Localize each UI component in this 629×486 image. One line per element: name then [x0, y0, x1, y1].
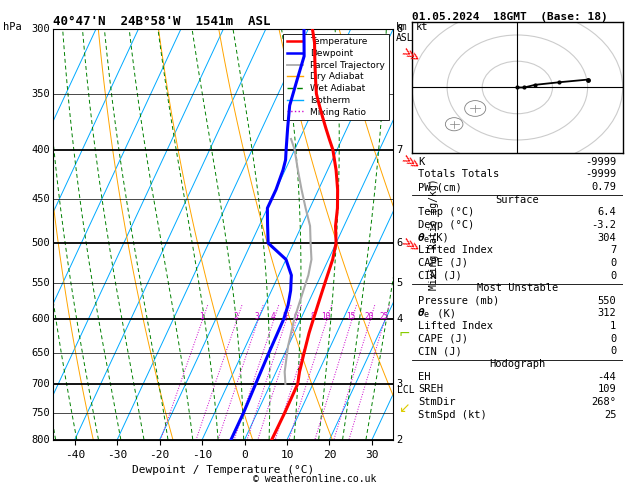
Text: e: e — [423, 311, 428, 319]
Text: -44: -44 — [598, 372, 616, 382]
Text: 700: 700 — [31, 379, 50, 389]
Text: CIN (J): CIN (J) — [418, 347, 462, 356]
Text: 3: 3 — [396, 379, 403, 389]
Text: -9999: -9999 — [585, 157, 616, 167]
Text: Dewp (°C): Dewp (°C) — [418, 220, 474, 230]
Text: ⋙: ⋙ — [398, 46, 420, 66]
Text: θ: θ — [418, 309, 425, 318]
Text: 0: 0 — [610, 271, 616, 280]
Text: Hodograph: Hodograph — [489, 359, 545, 369]
Text: SREH: SREH — [418, 384, 443, 394]
Text: Pressure (mb): Pressure (mb) — [418, 296, 499, 306]
Text: e: e — [423, 235, 428, 243]
Text: 15: 15 — [347, 312, 355, 321]
Text: 3: 3 — [255, 312, 260, 321]
Text: 6: 6 — [396, 238, 403, 248]
Text: ⋙: ⋙ — [398, 235, 420, 256]
Text: hPa: hPa — [3, 22, 22, 32]
Text: 0: 0 — [610, 258, 616, 268]
Text: 550: 550 — [31, 278, 50, 288]
Text: Mixing Ratio (g/kg): Mixing Ratio (g/kg) — [429, 179, 439, 290]
Text: PW (cm): PW (cm) — [418, 182, 462, 192]
Text: -9999: -9999 — [585, 170, 616, 179]
Text: 450: 450 — [31, 194, 50, 204]
X-axis label: Dewpoint / Temperature (°C): Dewpoint / Temperature (°C) — [132, 465, 314, 475]
Text: 2: 2 — [233, 312, 238, 321]
Text: 01.05.2024  18GMT  (Base: 18): 01.05.2024 18GMT (Base: 18) — [412, 12, 608, 22]
Text: 300: 300 — [31, 24, 50, 34]
Text: Totals Totals: Totals Totals — [418, 170, 499, 179]
Text: 800: 800 — [31, 435, 50, 445]
Text: © weatheronline.co.uk: © weatheronline.co.uk — [253, 473, 376, 484]
Text: CIN (J): CIN (J) — [418, 271, 462, 280]
Text: Most Unstable: Most Unstable — [477, 283, 558, 293]
Text: 25: 25 — [604, 410, 616, 419]
Text: ⌐: ⌐ — [398, 326, 409, 340]
Text: 0: 0 — [610, 347, 616, 356]
Text: Temp (°C): Temp (°C) — [418, 208, 474, 217]
Text: Lifted Index: Lifted Index — [418, 321, 493, 331]
Text: 6.4: 6.4 — [598, 208, 616, 217]
Text: 2: 2 — [396, 435, 403, 445]
Text: 10: 10 — [321, 312, 330, 321]
Text: Surface: Surface — [496, 195, 539, 205]
Text: StmDir: StmDir — [418, 397, 456, 407]
Text: StmSpd (kt): StmSpd (kt) — [418, 410, 487, 419]
Text: 20: 20 — [365, 312, 374, 321]
Text: 268°: 268° — [591, 397, 616, 407]
Text: 500: 500 — [31, 238, 50, 248]
Text: 650: 650 — [31, 348, 50, 358]
Legend: Temperature, Dewpoint, Parcel Trajectory, Dry Adiabat, Wet Adiabat, Isotherm, Mi: Temperature, Dewpoint, Parcel Trajectory… — [283, 34, 389, 120]
Text: (K): (K) — [431, 309, 456, 318]
Text: 0.79: 0.79 — [591, 182, 616, 192]
Text: 350: 350 — [31, 89, 50, 99]
Text: 7: 7 — [396, 145, 403, 155]
Text: 400: 400 — [31, 145, 50, 155]
Text: 8: 8 — [310, 312, 314, 321]
Text: K: K — [418, 157, 425, 167]
Text: 7: 7 — [610, 245, 616, 255]
Text: kt: kt — [416, 22, 428, 32]
Text: 312: 312 — [598, 309, 616, 318]
Text: 600: 600 — [31, 314, 50, 324]
Text: 5: 5 — [283, 312, 287, 321]
Text: EH: EH — [418, 372, 431, 382]
Text: 750: 750 — [31, 408, 50, 418]
Text: θ: θ — [418, 233, 425, 243]
Text: CAPE (J): CAPE (J) — [418, 258, 469, 268]
Text: 304: 304 — [598, 233, 616, 243]
Text: 109: 109 — [598, 384, 616, 394]
Text: 8: 8 — [396, 24, 403, 34]
Text: ⋙: ⋙ — [398, 153, 420, 173]
Text: 6: 6 — [293, 312, 298, 321]
Text: -3.2: -3.2 — [591, 220, 616, 230]
Text: CAPE (J): CAPE (J) — [418, 334, 469, 344]
Text: (K): (K) — [431, 233, 450, 243]
Text: 1: 1 — [199, 312, 204, 321]
Text: 4: 4 — [270, 312, 275, 321]
Text: 0: 0 — [610, 334, 616, 344]
Text: km
ASL: km ASL — [396, 22, 414, 43]
Text: 5: 5 — [396, 278, 403, 288]
Text: 550: 550 — [598, 296, 616, 306]
Text: 25: 25 — [379, 312, 389, 321]
Text: 40°47'N  24B°58'W  1541m  ASL: 40°47'N 24B°58'W 1541m ASL — [53, 15, 271, 28]
Text: 1: 1 — [610, 321, 616, 331]
Text: LCL: LCL — [396, 385, 414, 395]
Text: ↙: ↙ — [398, 401, 409, 415]
Text: Lifted Index: Lifted Index — [418, 245, 493, 255]
Text: 4: 4 — [396, 314, 403, 324]
